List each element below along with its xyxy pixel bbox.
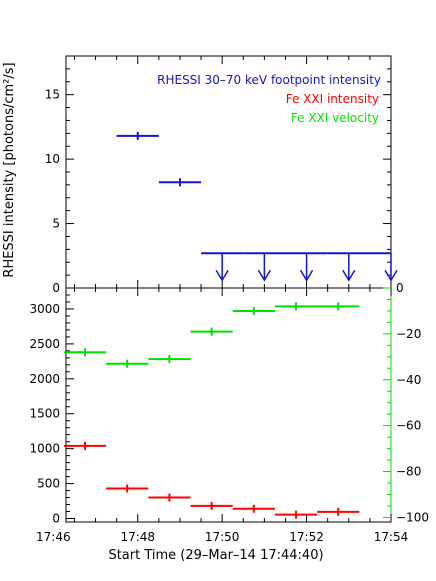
legend-entry-fe-xxi-velocity: Fe XXI velocity [291,111,379,125]
y-tick-label-left: 3000 [29,302,60,316]
panel-frames [65,55,392,523]
y-tick-label-top-panel: 15 [45,88,60,102]
rhessi-upper-limit-arrowhead [342,269,356,282]
legend-entry-fe-xxi-intensity: Fe XXI intensity [286,92,379,106]
y-tick-label-left: 2000 [29,372,60,386]
x-tick-label: 17:52 [289,530,324,544]
legend-entry-rhessi: RHESSI 30–70 keV footpoint intensity [157,73,381,87]
x-axis-title: Start Time (29–Mar–14 17:44:40) [108,548,323,563]
y-tick-label-top-panel: 5 [52,217,60,231]
y-tick-label-right: 0 [396,281,404,295]
x-tick-label: 17:48 [120,530,155,544]
y-tick-label-left: 500 [37,477,60,491]
rhessi-upper-limit-arrowhead [384,269,398,282]
y-tick-label-left: 0 [52,512,60,526]
tick-labels: 17:46 17:48 17:50 17:52 17:54 0 5 10 15 0 500 1000 1… [29,88,429,544]
y-tick-label-left: 1500 [29,407,60,421]
x-tick-label: 17:50 [205,530,240,544]
y-tick-label-top-panel: 0 [52,281,60,295]
x-tick-label: 17:54 [374,530,409,544]
y-tick-label-left: 2500 [29,337,60,351]
y-tick-label-right: −80 [396,465,421,479]
y-tick-label-right: −20 [396,327,421,341]
rhessi-upper-limit-arrowhead [299,269,314,282]
y-tick-label-right: −40 [396,373,421,387]
y-tick-label-top-panel: 10 [45,152,60,166]
x-tick-label: 17:46 [36,530,71,544]
y-tick-label-left: 1000 [29,442,60,456]
tick-marks [66,55,392,522]
data-marks [63,131,398,519]
y-tick-label-right: −100 [396,510,429,524]
bottom-panel-frame [65,287,392,523]
y-axis-title-top: RHESSI intensity [photons/cm²/s] [2,62,17,277]
y-tick-label-right: −60 [396,419,421,433]
rhessi-upper-limit-arrowhead [215,269,229,282]
rhessi-upper-limit-arrowhead [257,269,272,282]
